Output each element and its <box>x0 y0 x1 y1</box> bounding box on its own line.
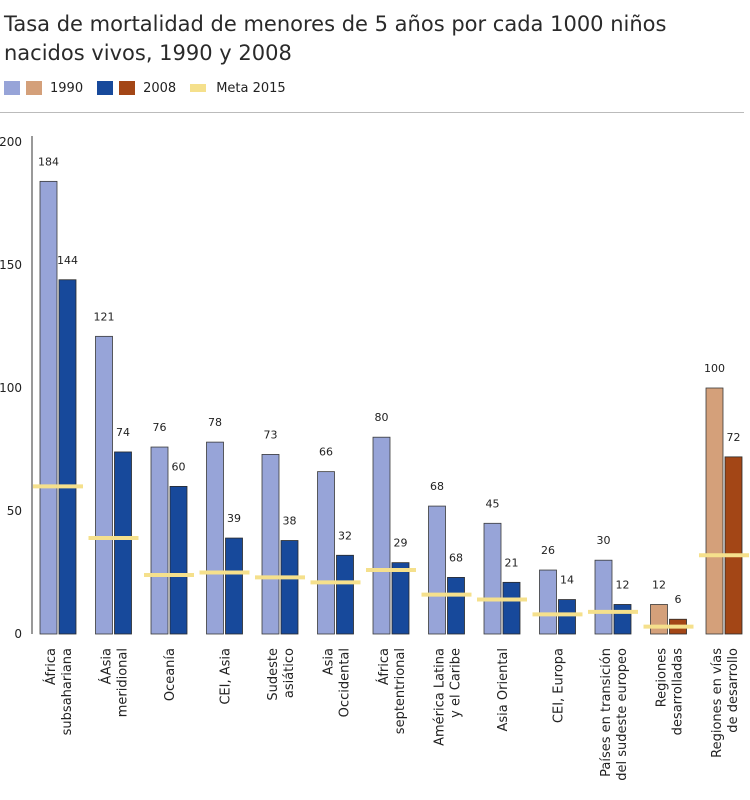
data-label-1990: 184 <box>38 155 59 168</box>
bar-2008 <box>169 485 188 635</box>
data-label-2008: 32 <box>338 529 352 542</box>
y-tick-label: 50 <box>7 504 22 518</box>
data-label-2008: 74 <box>116 426 130 439</box>
bar-2008 <box>724 456 743 635</box>
data-label-1990: 73 <box>264 428 278 441</box>
category-label: AsiaOccidental <box>322 648 353 717</box>
data-label-1990: 45 <box>486 497 500 510</box>
bar-1990 <box>317 471 335 635</box>
bar-1990 <box>594 559 613 635</box>
data-label-2008: 72 <box>727 431 741 444</box>
bar-1990 <box>483 522 502 635</box>
legend: 1990 2008 Meta 2015 <box>4 80 300 96</box>
data-label-1990: 26 <box>541 544 555 557</box>
category-label: Países en transicióndel sudeste europeo <box>599 648 630 781</box>
data-label-1990: 121 <box>94 310 115 323</box>
y-tick-label: 0 <box>14 627 22 641</box>
bar-2008 <box>613 604 632 635</box>
bar-1990 <box>39 180 58 635</box>
data-label-2008: 14 <box>560 574 574 587</box>
legend-swatch-1990 <box>4 81 20 95</box>
bar-1990 <box>95 335 113 635</box>
category-label: Oceanía <box>163 648 178 701</box>
bar-1990 <box>428 505 446 635</box>
category-label: Áfricasubsahariana <box>43 648 75 735</box>
bar-1990 <box>650 604 668 635</box>
category-label: ÁAsiameridional <box>99 648 131 717</box>
bar-1990 <box>539 569 557 635</box>
data-label-1990: 100 <box>704 362 725 375</box>
data-label-2008: 39 <box>227 512 241 525</box>
y-tick-label: 100 <box>0 381 22 395</box>
data-label-2008: 60 <box>172 460 186 473</box>
bar-2008 <box>502 581 521 635</box>
bar-2008 <box>336 554 354 635</box>
bar-2008 <box>391 562 410 635</box>
bar-2008 <box>558 599 576 635</box>
legend-label-target: Meta 2015 <box>216 80 286 96</box>
bar-2008 <box>114 451 132 635</box>
data-label-1990: 30 <box>597 534 611 547</box>
data-label-2008: 68 <box>449 551 463 564</box>
data-label-2008: 29 <box>394 537 408 550</box>
data-label-1990: 12 <box>652 578 666 591</box>
bar-2008 <box>225 537 243 635</box>
data-label-1990: 80 <box>375 411 389 424</box>
category-label: Regionesdesarrolladas <box>655 648 686 736</box>
bar-1990 <box>372 436 391 635</box>
category-label: Áfricaseptentrional <box>376 648 408 734</box>
legend-label-1990: 1990 <box>50 80 84 96</box>
bar-2008 <box>280 540 299 635</box>
category-label: Regiones en víasde desarrollo <box>710 648 741 758</box>
bar-1990 <box>705 387 724 635</box>
category-label: Sudesteasiático <box>266 648 297 701</box>
category-label: CEI, Europa <box>552 648 567 723</box>
legend-swatch-2008-dev <box>119 81 136 95</box>
bar-2008 <box>58 279 77 635</box>
bar-1990 <box>261 454 280 635</box>
category-label: América Latinay el Caribe <box>433 648 464 746</box>
bar-2008 <box>447 577 465 635</box>
data-label-2008: 38 <box>283 515 297 528</box>
legend-swatch-2008 <box>97 81 114 95</box>
data-label-1990: 66 <box>319 446 333 459</box>
header-divider <box>0 112 744 113</box>
legend-swatch-target <box>190 84 207 92</box>
y-tick-label: 200 <box>0 135 22 149</box>
legend-swatch-1990-dev <box>26 81 42 95</box>
data-label-1990: 68 <box>430 480 444 493</box>
category-label: Asia Oriental <box>496 648 511 731</box>
chart-title: Tasa de mortalidad de menores de 5 años … <box>4 12 667 65</box>
data-label-2008: 144 <box>57 254 78 267</box>
data-label-2008: 12 <box>616 578 630 591</box>
data-label-2008: 21 <box>505 556 519 569</box>
bar-1990 <box>150 446 169 635</box>
data-label-1990: 76 <box>153 421 167 434</box>
bar-1990 <box>206 441 224 635</box>
category-label: CEI, Asia <box>219 648 234 705</box>
legend-label-2008: 2008 <box>143 80 177 96</box>
y-tick-label: 150 <box>0 258 22 272</box>
data-label-2008: 6 <box>675 593 682 606</box>
data-label-1990: 78 <box>208 416 222 429</box>
